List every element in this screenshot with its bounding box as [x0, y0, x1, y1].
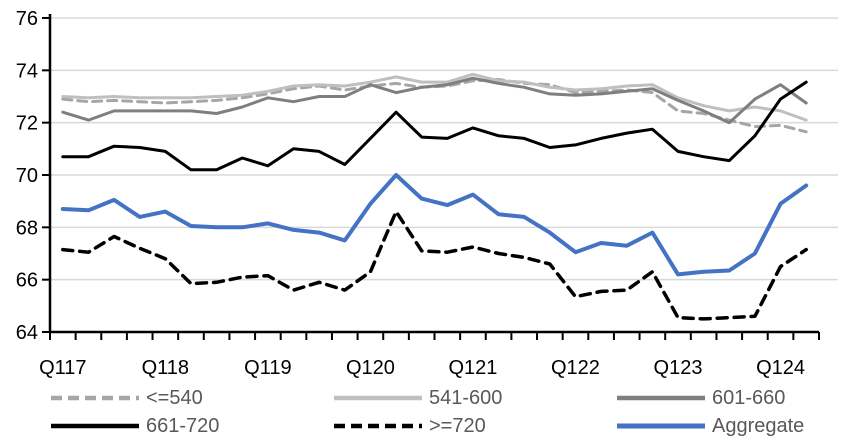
gridlines [50, 17, 838, 281]
legend-label-le540: <=540 [146, 387, 203, 409]
axes [42, 14, 820, 340]
legend-label-541-600: 541-600 [429, 387, 503, 409]
x-tick-label-Q119: Q119 [244, 357, 291, 379]
data-series-lines [60, 72, 809, 321]
series-line-4 [61, 209, 808, 321]
y-tick-label-74: 74 [16, 60, 38, 82]
legend-label-601-660: 601-660 [712, 387, 786, 409]
series-line-2 [61, 76, 808, 125]
legend-item-aggregate: Aggregate [616, 416, 804, 436]
legend-item-601-660: 601-660 [616, 388, 785, 408]
y-tick-label-76: 76 [16, 8, 38, 30]
legend-item-ge720: >=720 [333, 416, 486, 436]
series-line-1 [61, 72, 808, 122]
legend-item-le540: <=540 [50, 388, 203, 408]
x-tick-label-Q123: Q123 [654, 357, 703, 379]
y-tick-label-72: 72 [16, 113, 38, 135]
y-tick-label-64: 64 [16, 322, 38, 344]
axis-tick-labels: 64 66 68 70 72 74 76 Q117 Q118 Q119 Q120 Q121 Q122 Q1… [16, 8, 805, 379]
series-line-5 [60, 173, 809, 277]
x-tick-label-Q120: Q120 [346, 357, 395, 379]
legend-item-541-600: 541-600 [333, 388, 502, 408]
series-line-3 [61, 80, 808, 172]
y-tick-label-68: 68 [16, 217, 38, 239]
legend-label-661-720: 661-720 [146, 415, 220, 437]
x-tick-label-Q121: Q121 [448, 357, 497, 379]
legend-swatch-le540-icon [51, 395, 139, 401]
x-tick-label-Q118: Q118 [142, 357, 189, 379]
legend-label-ge720: >=720 [429, 415, 486, 437]
legend-swatch-601-660-icon [617, 395, 705, 401]
legend-item-661-720: 661-720 [50, 416, 219, 436]
legend-swatch-661-720-icon [51, 423, 139, 429]
x-tick-label-Q124: Q124 [756, 357, 805, 379]
x-tick-label-Q122: Q122 [551, 357, 600, 379]
y-tick-label-66: 66 [16, 270, 38, 292]
legend-swatch-aggregate-icon [617, 423, 705, 429]
legend-swatch-541-600-icon [334, 395, 422, 401]
y-tick-label-70: 70 [16, 165, 38, 187]
legend-swatch-ge720-icon [334, 423, 422, 429]
legend-label-aggregate: Aggregate [712, 415, 805, 437]
x-tick-label-Q117: Q117 [39, 357, 86, 379]
